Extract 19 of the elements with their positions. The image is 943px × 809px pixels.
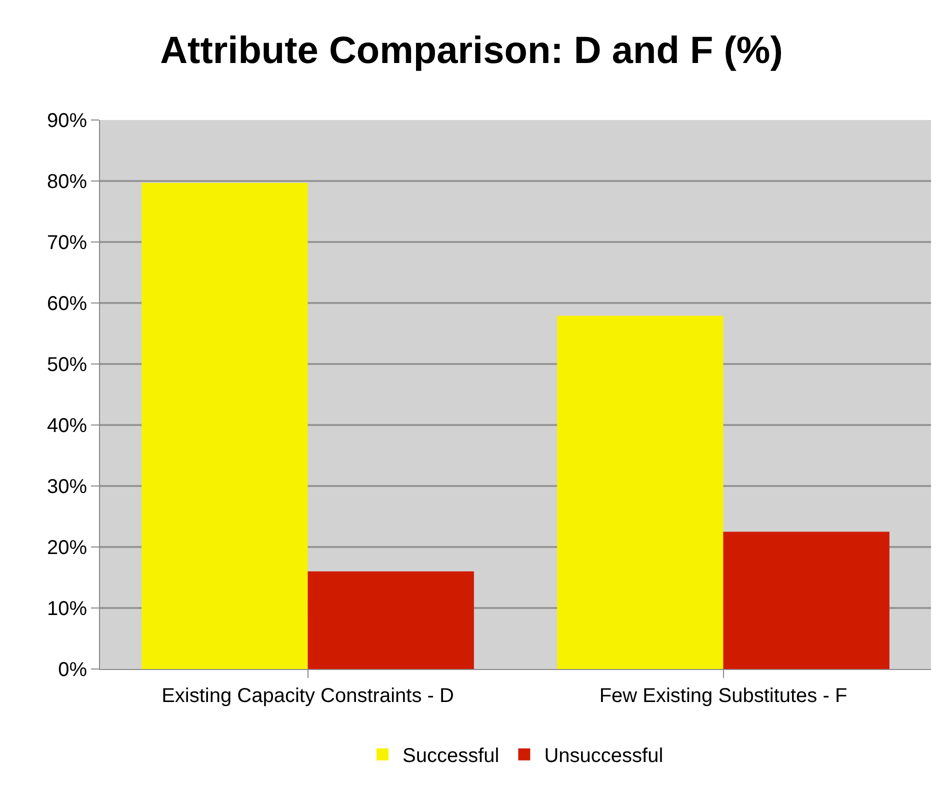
y-tick-label: 20% bbox=[46, 537, 88, 559]
legend-label: Unsuccessful bbox=[544, 745, 664, 768]
y-tick-label: 80% bbox=[46, 171, 88, 193]
y-tick-label: 50% bbox=[46, 354, 88, 376]
bar bbox=[557, 316, 724, 669]
bar bbox=[142, 182, 308, 669]
chart-title: Attribute Comparison: D and F (%) bbox=[160, 30, 783, 72]
y-tick-label: 30% bbox=[46, 476, 88, 498]
y-tick-label: 90% bbox=[46, 110, 88, 132]
y-tick-label: 60% bbox=[46, 293, 88, 315]
bar bbox=[308, 571, 474, 669]
y-tick-label: 0% bbox=[58, 659, 88, 681]
y-tick-label: 10% bbox=[46, 598, 88, 620]
bar bbox=[723, 532, 890, 669]
x-tick-label: Few Existing Substitutes - F bbox=[599, 685, 848, 707]
x-tick-label: Existing Capacity Constraints - D bbox=[162, 685, 454, 707]
y-tick-label: 40% bbox=[46, 415, 88, 437]
y-tick-label: 70% bbox=[46, 232, 88, 254]
legend-label: Successful bbox=[402, 745, 500, 768]
